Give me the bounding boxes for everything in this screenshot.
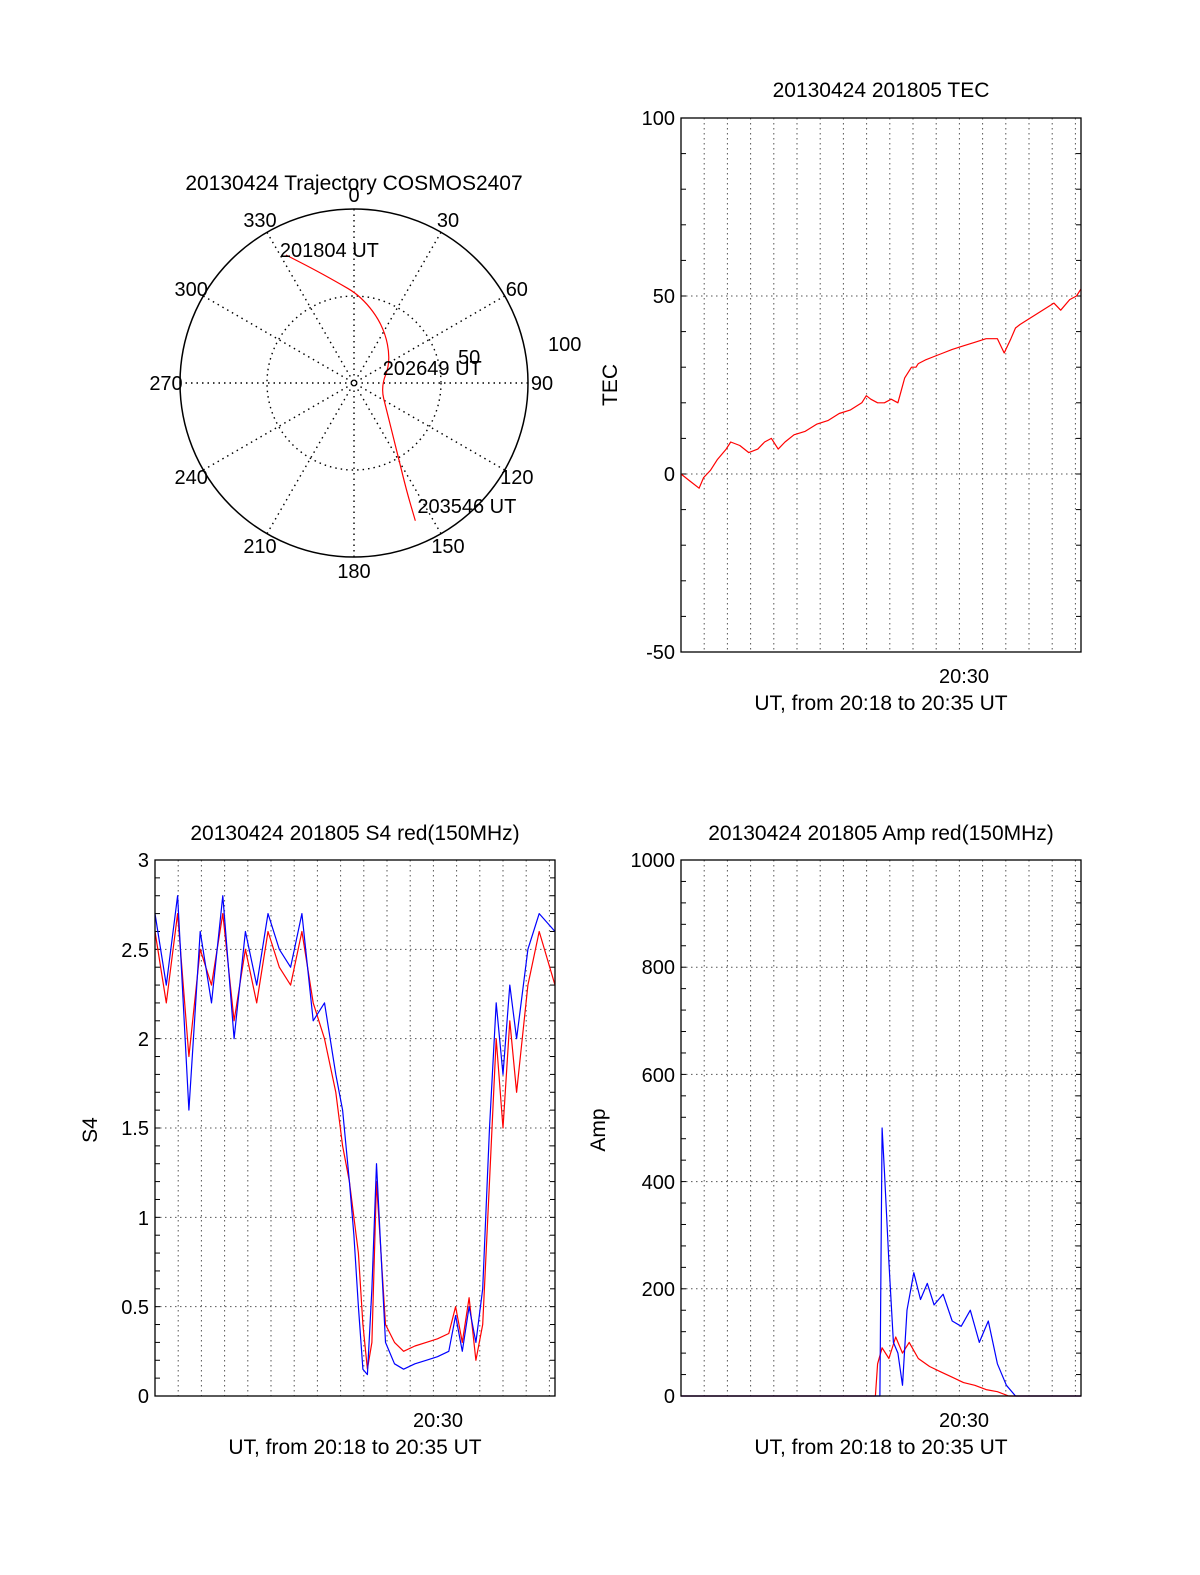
s4-frame — [154, 859, 556, 1397]
amp-chart: 20130424 201805 Amp red(150MHz) 1000 800… — [587, 822, 1082, 1459]
tec-ytick-100: 100 — [642, 108, 675, 130]
amp-ytick-0: 0 — [664, 1386, 675, 1408]
s4-series-group — [154, 895, 556, 1376]
s4-xtick-2030: 20:30 — [413, 1410, 463, 1432]
polar-angle-tick: 60 — [506, 279, 528, 301]
amp-ylabel: Amp — [587, 1108, 610, 1151]
polar-angle-tick: 150 — [431, 536, 464, 558]
amp-xlabel: UT, from 20:18 to 20:35 UT — [754, 1436, 1007, 1459]
s4-ytick-0: 0 — [138, 1386, 149, 1408]
amp-ytick-400: 400 — [642, 1172, 675, 1194]
s4-ytick-2: 2 — [138, 1029, 149, 1051]
s4-series-blue — [154, 895, 556, 1376]
tec-xtick-2030: 20:30 — [939, 666, 989, 688]
trajectory-annotation-mid: 202649 UT — [383, 358, 482, 380]
polar-angle-tick: 240 — [174, 467, 207, 489]
polar-grid — [179, 208, 529, 558]
amp-frame — [680, 859, 1082, 1397]
amp-series-red — [681, 1336, 1081, 1397]
polar-angle-tick: 0 — [348, 185, 359, 207]
polar-inner-circle — [266, 295, 442, 471]
radial-tick-50: 50 — [458, 347, 480, 369]
polar-angle-ticks: 0 30 60 90 120 150 180 210 240 270 300 330 — [149, 185, 553, 583]
polar-spoke — [266, 231, 442, 535]
amp-xtick-2030: 20:30 — [939, 1410, 989, 1432]
trajectory-title: 20130424 Trajectory COSMOS2407 — [185, 172, 522, 195]
tec-chart: 20130424 201805 TEC 100 50 0 -50 TEC 20:… — [599, 79, 1082, 715]
tec-grid — [681, 118, 1081, 652]
tec-frame — [680, 117, 1082, 653]
trajectory-series — [285, 254, 416, 521]
s4-chart: 20130424 201805 S4 red(150MHz) 3 2.5 2 1… — [79, 822, 556, 1459]
polar-angle-tick: 270 — [149, 373, 182, 395]
tec-ytick-0: 0 — [664, 464, 675, 486]
amp-ytick-800: 800 — [642, 957, 675, 979]
s4-ytick-2-5: 2.5 — [121, 940, 149, 962]
trajectory-annotation-start: 201804 UT — [280, 240, 379, 262]
radial-tick-100: 100 — [548, 334, 581, 356]
trajectory-annotation-end: 203546 UT — [417, 496, 516, 518]
s4-series-red — [154, 912, 556, 1370]
amp-series-group — [681, 1127, 1081, 1397]
polar-angle-tick: 180 — [337, 561, 370, 583]
s4-xlabel: UT, from 20:18 to 20:35 UT — [228, 1436, 481, 1459]
s4-title: 20130424 201805 S4 red(150MHz) — [190, 822, 519, 845]
tec-series-red — [680, 288, 1082, 489]
amp-ytick-600: 600 — [642, 1065, 675, 1087]
polar-angle-tick: 210 — [243, 536, 276, 558]
amp-ytick-200: 200 — [642, 1279, 675, 1301]
amp-series-blue — [681, 1127, 1081, 1397]
polar-angle-tick: 330 — [243, 210, 276, 232]
trajectory-chart: 20130424 Trajectory COSMOS2407 0 30 60 90 12… — [149, 172, 581, 583]
tec-title: 20130424 201805 TEC — [773, 79, 990, 102]
amp-ytick-1000: 1000 — [631, 850, 676, 872]
polar-angle-tick: 90 — [531, 373, 553, 395]
s4-ytick-0-5: 0.5 — [121, 1297, 149, 1319]
s4-ytick-1: 1 — [138, 1208, 149, 1230]
s4-ytick-1-5: 1.5 — [121, 1118, 149, 1140]
s4-ylabel: S4 — [79, 1117, 102, 1143]
amp-title: 20130424 201805 Amp red(150MHz) — [708, 822, 1054, 845]
tec-ytick-neg50: -50 — [646, 642, 675, 664]
s4-ytick-3: 3 — [138, 850, 149, 872]
tec-ytick-50: 50 — [653, 286, 675, 308]
polar-spoke — [266, 231, 442, 535]
s4-grid — [155, 860, 555, 1396]
tec-xlabel: UT, from 20:18 to 20:35 UT — [754, 692, 1007, 715]
tec-ylabel: TEC — [599, 364, 622, 406]
polar-angle-tick: 120 — [500, 467, 533, 489]
tec-series-group — [680, 288, 1082, 489]
polar-angle-tick: 30 — [437, 210, 459, 232]
polar-angle-tick: 300 — [174, 279, 207, 301]
